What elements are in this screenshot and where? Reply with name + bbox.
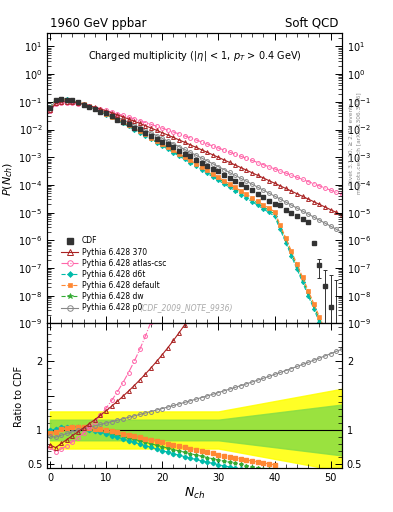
Y-axis label: Ratio to CDF: Ratio to CDF [14,366,24,426]
Text: Rivet 3.1.10, ≥ 2.7M events: Rivet 3.1.10, ≥ 2.7M events [349,102,354,185]
Legend: CDF, Pythia 6.428 370, Pythia 6.428 atlas-csc, Pythia 6.428 d6t, Pythia 6.428 de: CDF, Pythia 6.428 370, Pythia 6.428 atla… [60,235,168,314]
Text: mcplots.cern.ch [arXiv:1306.3436]: mcplots.cern.ch [arXiv:1306.3436] [357,93,362,194]
X-axis label: $N_{ch}$: $N_{ch}$ [184,486,205,501]
Y-axis label: $P(N_{ch})$: $P(N_{ch})$ [2,161,15,196]
Text: (CDF_2009_NOTE_9936): (CDF_2009_NOTE_9936) [139,303,232,312]
Text: 1960 GeV ppbar: 1960 GeV ppbar [50,17,147,30]
Text: Charged multiplicity ($|\eta|$ < 1, $p_T$ > 0.4 GeV): Charged multiplicity ($|\eta|$ < 1, $p_T… [88,49,301,63]
Text: Soft QCD: Soft QCD [285,17,339,30]
